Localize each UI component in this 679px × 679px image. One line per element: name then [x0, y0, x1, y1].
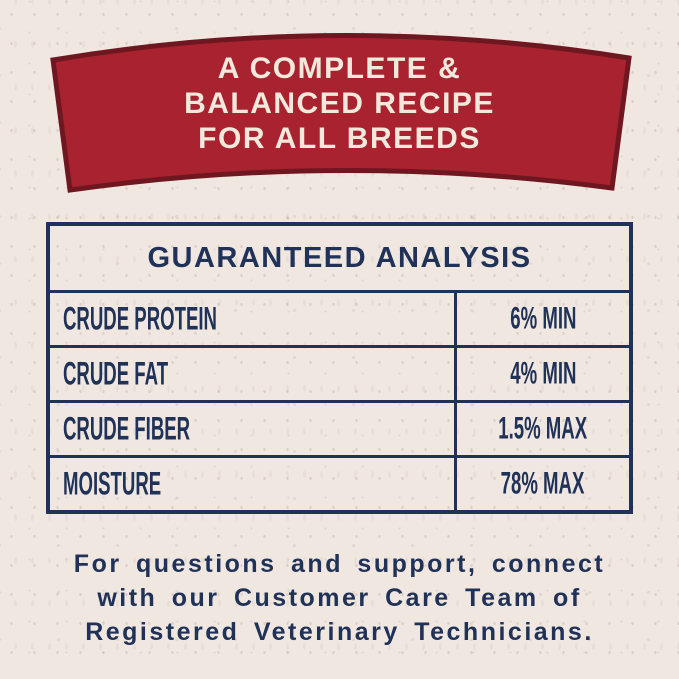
- table-row-moisture: MOISTURE 78% MAX: [50, 455, 629, 510]
- nutrient-label: CRUDE FAT: [63, 354, 169, 393]
- nutrient-value-cell: 4% MIN: [454, 348, 629, 400]
- nutrient-label-cell: CRUDE FIBER: [50, 403, 454, 455]
- nutrient-value-cell: 78% MAX: [454, 458, 629, 510]
- nutrient-label-cell: MOISTURE: [50, 458, 454, 510]
- nutrient-value: 1.5% MAX: [498, 410, 588, 446]
- banner-headline: A COMPLETE & BALANCED RECIPE FOR ALL BRE…: [0, 51, 679, 156]
- banner-ribbon: [50, 32, 632, 193]
- nutrient-value-cell: 1.5% MAX: [454, 403, 629, 455]
- banner-line-3: FOR ALL BREEDS: [198, 122, 481, 155]
- nutrient-label: CRUDE PROTEIN: [63, 299, 217, 338]
- nutrient-value: 4% MIN: [509, 355, 577, 391]
- nutrient-label: CRUDE FIBER: [63, 409, 191, 448]
- nutrient-label-cell: CRUDE FAT: [50, 348, 454, 400]
- banner-arc-shape: [50, 32, 632, 193]
- nutrient-label: MOISTURE: [63, 464, 162, 503]
- support-line-2: with our Customer Care Team of: [97, 584, 582, 612]
- table-row-crude-fat: CRUDE FAT 4% MIN: [50, 345, 629, 400]
- nutrient-value: 6% MIN: [509, 300, 577, 336]
- support-line-1: For questions and support, connect: [73, 550, 606, 578]
- nutrient-label-cell: CRUDE PROTEIN: [50, 293, 454, 345]
- guaranteed-analysis-table: GUARANTEED ANALYSIS CRUDE PROTEIN 6% MIN…: [46, 222, 633, 514]
- banner-line-2: BALANCED RECIPE: [184, 87, 495, 120]
- table-title: GUARANTEED ANALYSIS: [50, 226, 629, 293]
- banner-line-1: A COMPLETE &: [217, 52, 462, 85]
- nutrient-value: 78% MAX: [501, 465, 585, 501]
- support-line-3: Registered Veterinary Technicians.: [85, 618, 594, 646]
- table-row-crude-fiber: CRUDE FIBER 1.5% MAX: [50, 400, 629, 455]
- nutrient-value-cell: 6% MIN: [454, 293, 629, 345]
- table-row-crude-protein: CRUDE PROTEIN 6% MIN: [50, 293, 629, 345]
- support-note: For questions and support, connect with …: [0, 547, 679, 649]
